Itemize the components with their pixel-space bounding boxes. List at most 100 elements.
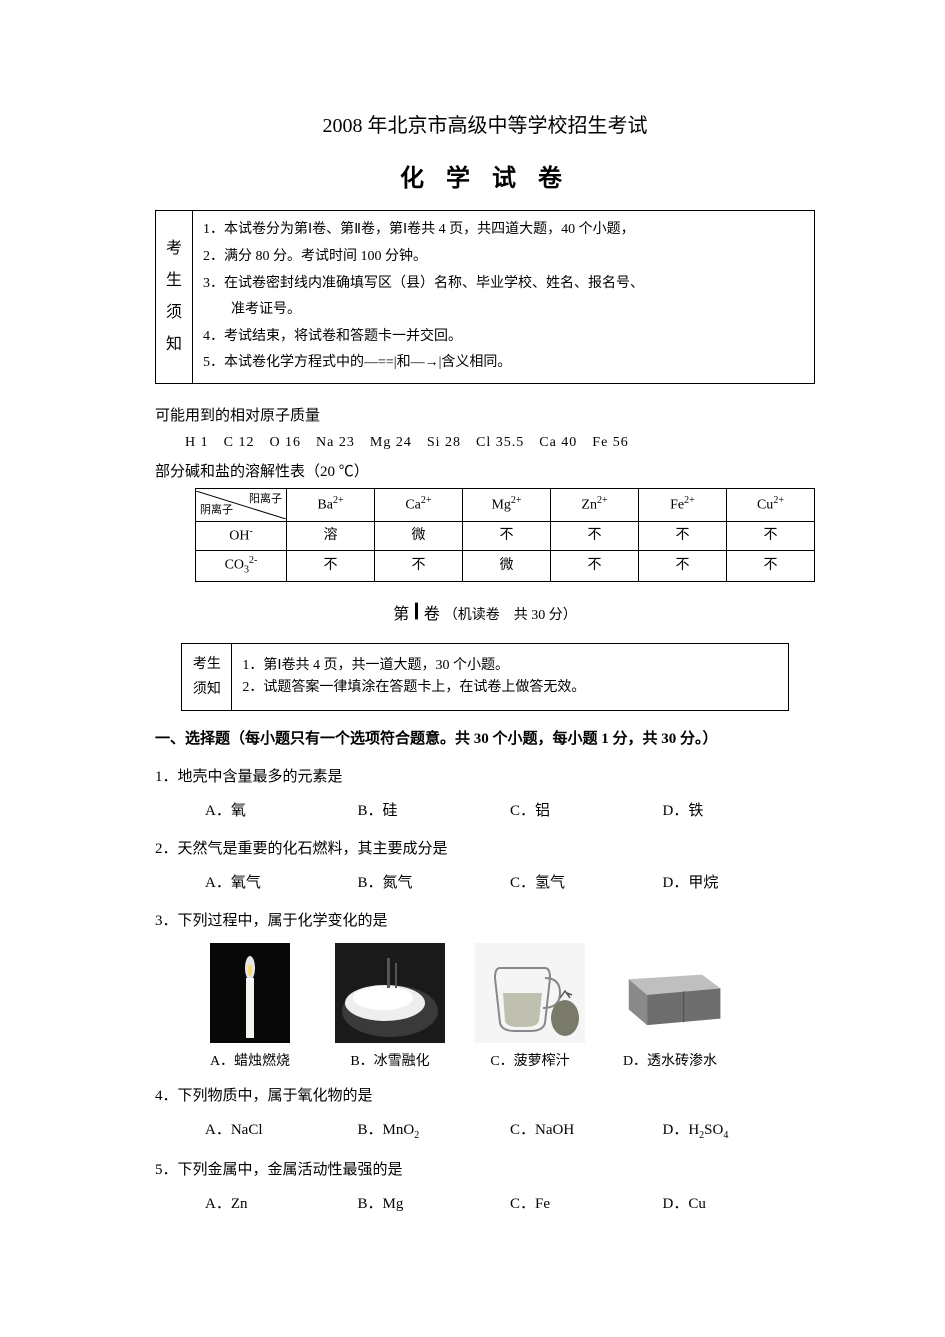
- section-notice-box: 考生须知 1．第Ⅰ卷共 4 页，共一道大题，30 个小题。 2．试题答案一律填涂…: [181, 643, 788, 711]
- notice2-line: 1．第Ⅰ卷共 4 页，共一道大题，30 个小题。: [242, 655, 777, 677]
- options-row: A．氧 B．硅 C．铝 D．铁: [155, 799, 815, 823]
- section-suffix: 卷: [424, 606, 440, 623]
- sol-corner-cell: 阳离子 阴离子: [196, 489, 287, 522]
- option-c[interactable]: C．铝: [510, 799, 663, 823]
- notice-line: 4．考试结束，将试卷和答题卡一并交回。: [203, 324, 804, 351]
- cation-header: Zn2+: [551, 489, 639, 522]
- sol-cell: 不: [374, 551, 462, 581]
- juice-icon: [475, 943, 585, 1043]
- cation-header: Ba2+: [287, 489, 375, 522]
- q-number: 2．: [155, 841, 178, 857]
- option-a[interactable]: A．NaCl: [205, 1118, 358, 1144]
- notice2-line: 2．试题答案一律填涂在答题卡上，在试卷上做答无效。: [242, 677, 777, 699]
- option-b[interactable]: B．Mg: [358, 1192, 511, 1216]
- anion-label: 阴离子: [200, 502, 233, 520]
- option-d[interactable]: D．H2SO4: [663, 1118, 816, 1144]
- anion-cell: OH-: [196, 522, 287, 551]
- candle-icon: [195, 943, 305, 1043]
- anion-cell: CO32-: [196, 551, 287, 581]
- sol-cell: 不: [639, 551, 727, 581]
- options-row: A．Zn B．Mg C．Fe D．Cu: [155, 1192, 815, 1216]
- sol-cell: 不: [462, 522, 550, 551]
- option-a[interactable]: A．蜡烛燃烧: [195, 943, 305, 1073]
- notice-line: 2．满分 80 分。考试时间 100 分钟。: [203, 244, 804, 271]
- section-note: （机读卷 共 30 分）: [444, 608, 577, 623]
- option-a[interactable]: A．氧气: [205, 871, 358, 895]
- solubility-title: 部分碱和盐的溶解性表（20 ℃）: [155, 460, 815, 484]
- q-text: 下列物质中，属于氧化物的是: [178, 1088, 373, 1104]
- options-row: A．氧气 B．氮气 C．氢气 D．甲烷: [155, 871, 815, 895]
- section-title: 第 Ⅰ 卷 （机读卷 共 30 分）: [155, 594, 815, 629]
- q-text: 地壳中含量最多的元素是: [178, 769, 343, 785]
- option-label: C．菠萝榨汁: [475, 1051, 585, 1073]
- question-stem: 5．下列金属中，金属活动性最强的是: [155, 1158, 815, 1182]
- notice2-content: 1．第Ⅰ卷共 4 页，共一道大题，30 个小题。 2．试题答案一律填涂在答题卡上…: [232, 644, 788, 711]
- question-2: 2．天然气是重要的化石燃料，其主要成分是 A．氧气 B．氮气 C．氢气 D．甲烷: [155, 837, 815, 895]
- option-label: A．蜡烛燃烧: [195, 1051, 305, 1073]
- cation-header: Mg2+: [462, 489, 550, 522]
- q-number: 1．: [155, 769, 178, 785]
- q-text: 天然气是重要的化石燃料，其主要成分是: [178, 841, 448, 857]
- sol-cell: 不: [726, 522, 814, 551]
- sol-cell: 不: [639, 522, 727, 551]
- option-c[interactable]: C．菠萝榨汁: [475, 943, 585, 1073]
- option-d[interactable]: D．Cu: [663, 1192, 816, 1216]
- notice-line: 5．本试卷化学方程式中的—==|和—→|含义相同。: [203, 350, 804, 377]
- option-b[interactable]: B．氮气: [358, 871, 511, 895]
- option-b[interactable]: B．硅: [358, 799, 511, 823]
- option-c[interactable]: C．氢气: [510, 871, 663, 895]
- option-a[interactable]: A．氧: [205, 799, 358, 823]
- option-label: B．冰雪融化: [335, 1051, 445, 1073]
- cation-header: Cu2+: [726, 489, 814, 522]
- sol-cell: 不: [551, 522, 639, 551]
- question-stem: 3．下列过程中，属于化学变化的是: [155, 909, 815, 933]
- mcq-section-title: 一、选择题（每小题只有一个选项符合题意。共 30 个小题，每小题 1 分，共 3…: [155, 727, 815, 751]
- image-options-row: A．蜡烛燃烧 B．冰雪融化: [155, 943, 815, 1073]
- q-number: 3．: [155, 913, 178, 929]
- title-main: 2008 年北京市高级中等学校招生考试: [155, 110, 815, 142]
- atomic-mass-list: H 1 C 12 O 16 Na 23 Mg 24 Si 28 Cl 35.5 …: [155, 432, 815, 454]
- notice-line: 准考证号。: [203, 297, 804, 324]
- option-d[interactable]: D．透水砖渗水: [615, 943, 725, 1073]
- option-c[interactable]: C．Fe: [510, 1192, 663, 1216]
- question-3: 3．下列过程中，属于化学变化的是 A．蜡烛燃烧: [155, 909, 815, 1073]
- exam-notice-box: 考生须知 1．本试卷分为第Ⅰ卷、第Ⅱ卷，第Ⅰ卷共 4 页，共四道大题，40 个小…: [155, 210, 815, 384]
- cation-header: Ca2+: [374, 489, 462, 522]
- sol-cell: 微: [374, 522, 462, 551]
- option-b[interactable]: B．MnO2: [358, 1118, 511, 1144]
- cation-label: 阳离子: [249, 491, 282, 509]
- option-d[interactable]: D．甲烷: [663, 871, 816, 895]
- option-a[interactable]: A．Zn: [205, 1192, 358, 1216]
- table-row: OH- 溶 微 不 不 不 不: [196, 522, 815, 551]
- sol-cell: 不: [551, 551, 639, 581]
- notice-line: 1．本试卷分为第Ⅰ卷、第Ⅱ卷，第Ⅰ卷共 4 页，共四道大题，40 个小题，: [203, 217, 804, 244]
- q-text: 下列过程中，属于化学变化的是: [178, 913, 388, 929]
- cation-header: Fe2+: [639, 489, 727, 522]
- question-stem: 1．地壳中含量最多的元素是: [155, 765, 815, 789]
- notice2-label: 考生须知: [182, 644, 232, 711]
- question-1: 1．地壳中含量最多的元素是 A．氧 B．硅 C．铝 D．铁: [155, 765, 815, 823]
- snow-icon: [335, 943, 445, 1043]
- section-prefix: 第: [393, 606, 409, 623]
- option-c[interactable]: C．NaOH: [510, 1118, 663, 1144]
- table-row: CO32- 不 不 微 不 不 不: [196, 551, 815, 581]
- q-number: 5．: [155, 1162, 178, 1178]
- title-sub: 化 学 试 卷: [155, 160, 815, 198]
- question-5: 5．下列金属中，金属活动性最强的是 A．Zn B．Mg C．Fe D．Cu: [155, 1158, 815, 1216]
- sol-cell: 不: [726, 551, 814, 581]
- question-stem: 4．下列物质中，属于氧化物的是: [155, 1084, 815, 1108]
- solubility-table: 阳离子 阴离子 Ba2+ Ca2+ Mg2+ Zn2+ Fe2+ Cu2+ OH…: [195, 488, 815, 582]
- notice-label: 考生须知: [156, 211, 193, 384]
- question-stem: 2．天然气是重要的化石燃料，其主要成分是: [155, 837, 815, 861]
- question-4: 4．下列物质中，属于氧化物的是 A．NaCl B．MnO2 C．NaOH D．H…: [155, 1084, 815, 1144]
- brick-icon: [615, 943, 725, 1043]
- notice-content: 1．本试卷分为第Ⅰ卷、第Ⅱ卷，第Ⅰ卷共 4 页，共四道大题，40 个小题， 2．…: [193, 211, 815, 384]
- section-roman: Ⅰ: [413, 599, 420, 624]
- sol-cell: 微: [462, 551, 550, 581]
- option-d[interactable]: D．铁: [663, 799, 816, 823]
- option-label: D．透水砖渗水: [615, 1051, 725, 1073]
- sol-cell: 溶: [287, 522, 375, 551]
- option-b[interactable]: B．冰雪融化: [335, 943, 445, 1073]
- q-number: 4．: [155, 1088, 178, 1104]
- notice-line: 3．在试卷密封线内准确填写区（县）名称、毕业学校、姓名、报名号、: [203, 271, 804, 298]
